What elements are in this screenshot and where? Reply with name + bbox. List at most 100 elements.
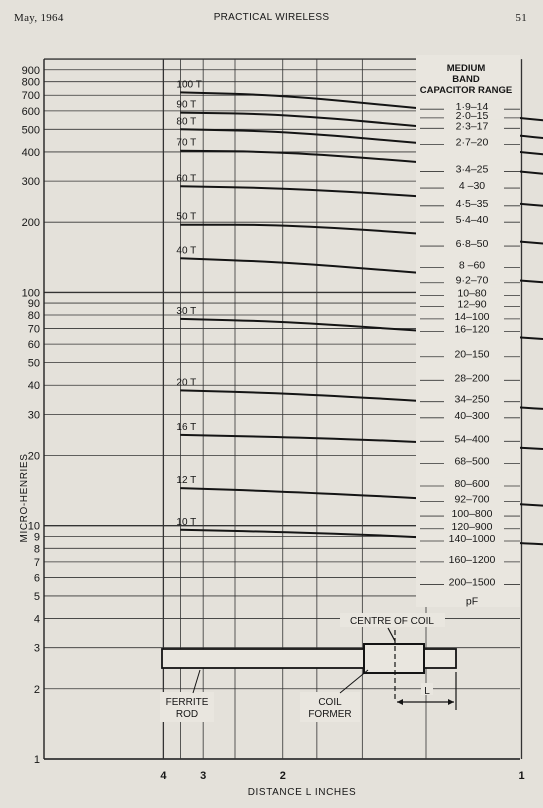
distance-label-bg	[421, 683, 433, 695]
y-tick-label: 700	[22, 90, 40, 102]
cap-row-bg	[444, 197, 504, 208]
cap-range-label: 2·7–20	[456, 137, 489, 149]
series-label: 40 T	[176, 245, 196, 256]
cap-row-bg	[444, 298, 504, 309]
cap-row-bg	[444, 508, 504, 519]
ferrite-rod-label: ROD	[176, 709, 198, 720]
y-tick-label: 1	[34, 754, 40, 766]
series-line	[180, 223, 543, 245]
cap-range-label: 120–900	[452, 521, 493, 533]
y-tick-label: 7	[34, 557, 40, 569]
series-line	[180, 185, 543, 207]
cap-row-bg	[444, 520, 504, 531]
cap-range-label: 100–800	[452, 508, 493, 520]
y-tick-label: 70	[28, 324, 40, 336]
magazine-title: PRACTICAL WIRELESS	[213, 12, 330, 23]
series-line	[180, 111, 543, 140]
series-label: 80 T	[176, 116, 196, 127]
ferrite-rod-label: FERRITE	[166, 697, 209, 708]
x-tick-label: 3	[200, 770, 206, 782]
y-tick-label: 8	[34, 543, 40, 555]
y-tick-label: 2	[34, 684, 40, 696]
cap-title-line: MEDIUM	[447, 63, 486, 74]
cap-range-label: 9·2–70	[456, 275, 489, 287]
cap-range-label: 2·0–15	[456, 110, 489, 122]
cap-row-bg	[444, 409, 504, 420]
y-tick-label: 10	[28, 521, 40, 533]
centre-pointer	[387, 627, 396, 642]
y-tick-label: 100	[22, 287, 40, 299]
former-label-bg	[300, 692, 360, 722]
cap-range-label: 92–700	[454, 493, 489, 505]
centre-of-coil-label: CENTRE OF COIL	[350, 616, 434, 627]
cap-row-bg	[444, 120, 504, 131]
cap-row-bg	[444, 532, 504, 543]
series-label: 70 T	[176, 138, 196, 149]
coil-former	[363, 643, 425, 674]
cap-range-label: 68–500	[454, 455, 489, 467]
series-line	[180, 91, 543, 122]
y-tick-label: 600	[22, 106, 40, 118]
y-tick-label: 300	[22, 176, 40, 188]
series-line	[180, 433, 543, 451]
cap-range-label: 160–1200	[449, 554, 496, 566]
cap-row-bg	[444, 455, 504, 466]
page-number: 51	[515, 12, 527, 24]
y-tick-label: 90	[28, 298, 40, 310]
series-label: 10 T	[176, 517, 196, 528]
cap-row-bg	[444, 493, 504, 504]
rod-pointer	[192, 669, 201, 694]
y-tick-label: 800	[22, 77, 40, 89]
series-line	[180, 128, 543, 156]
x-tick-label: 2	[280, 770, 286, 782]
coil-former-label: FORMER	[308, 709, 351, 720]
series-label: 16 T	[176, 422, 196, 433]
former-pointer	[339, 669, 369, 694]
series-line	[180, 487, 543, 507]
cap-row-bg	[444, 238, 504, 249]
series-label: 50 T	[176, 212, 196, 223]
series-line	[180, 317, 543, 341]
cap-range-label: 80–600	[454, 478, 489, 490]
chart-curves: 100 T 90 T 80 T 70 T 60 T 50 T 40 T 30 T 20 T 16 …	[176, 79, 543, 546]
cap-range-label: 40–300	[454, 410, 489, 422]
cap-row-bg	[444, 101, 504, 112]
series-label: 12 T	[176, 475, 196, 486]
series-label: 60 T	[176, 173, 196, 184]
y-tick-label: 20	[28, 450, 40, 462]
cap-range-label: 12–90	[457, 299, 486, 311]
cap-title-line: CAPACITOR RANGE	[420, 85, 513, 96]
y-tick-label: 400	[22, 147, 40, 159]
cap-range-label: 28–200	[454, 372, 489, 384]
y-tick-label: 9	[34, 531, 40, 543]
cap-row-bg	[444, 163, 504, 174]
cap-range-label: 4·5–35	[456, 198, 489, 210]
series-line	[180, 528, 543, 546]
series-label: 30 T	[176, 306, 196, 317]
y-tick-label: 60	[28, 339, 40, 351]
cap-row-bg	[444, 433, 504, 444]
centre-label-bg	[340, 613, 445, 627]
cap-range-label: 5·4–40	[456, 214, 489, 226]
cap-title-line: BAND	[452, 74, 480, 85]
y-tick-label: 80	[28, 310, 40, 322]
y-tick-label: 30	[28, 409, 40, 421]
y-tick-label: 900	[22, 65, 40, 77]
x-tick-labels: 43210·50·40·30·20·1	[160, 770, 524, 782]
y-tick-label: 4	[34, 614, 40, 626]
x-tick-label: 1	[518, 770, 524, 782]
y-tick-label: 3	[34, 643, 40, 655]
series-line	[180, 149, 543, 175]
cap-row-bg	[444, 274, 504, 285]
cap-range-label: 34–250	[454, 394, 489, 406]
cap-row-bg	[444, 310, 504, 321]
series-label: 20 T	[176, 377, 196, 388]
cap-range-label: 20–150	[454, 349, 489, 361]
cap-range-label: 10–80	[457, 287, 486, 299]
issue-date: May, 1964	[14, 12, 64, 24]
rod-label-bg	[160, 692, 214, 722]
series-line	[180, 257, 543, 284]
